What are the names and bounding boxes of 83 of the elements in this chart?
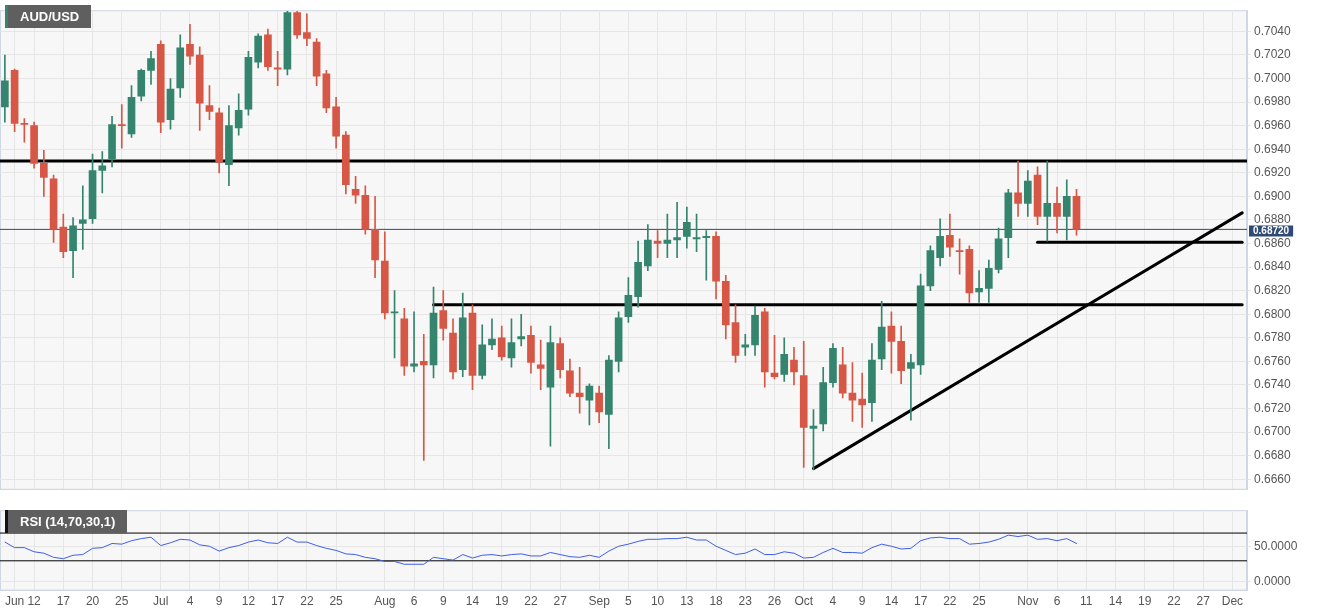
candlestick bbox=[741, 333, 750, 356]
y-tick-label: 0.6940 bbox=[1254, 141, 1292, 156]
y-tick-label: 0.6740 bbox=[1254, 377, 1292, 392]
candlestick bbox=[410, 311, 418, 373]
candlestick bbox=[117, 104, 126, 149]
x-tick-label: 23 bbox=[738, 594, 753, 609]
y-tick-label: 0.6900 bbox=[1254, 188, 1292, 203]
candlestick bbox=[1014, 160, 1022, 217]
candlestick bbox=[488, 318, 496, 350]
x-tick-label: Dec bbox=[1221, 594, 1244, 609]
y-tick-label: 0.0000 bbox=[1254, 573, 1292, 588]
x-tick-label: Aug bbox=[374, 594, 396, 609]
x-tick-label: 5 bbox=[625, 594, 633, 609]
x-tick-label: 17 bbox=[56, 594, 71, 609]
x-tick-label: 22 bbox=[524, 594, 538, 609]
x-tick-label: 6 bbox=[410, 594, 418, 609]
y-tick-label: 0.6660 bbox=[1254, 471, 1292, 486]
y-tick-label: 0.6840 bbox=[1254, 259, 1292, 274]
y-tick-label: 0.6820 bbox=[1254, 282, 1292, 297]
x-tick-label: Jul bbox=[153, 594, 169, 609]
y-tick-label: 0.6680 bbox=[1254, 447, 1292, 462]
x-tick-label: 9 bbox=[215, 594, 223, 609]
candlestick bbox=[78, 185, 87, 250]
candlestick bbox=[536, 339, 545, 390]
x-tick-label: Jun bbox=[4, 594, 25, 609]
y-tick-label: 0.6720 bbox=[1254, 400, 1292, 415]
x-tick-label: 25 bbox=[329, 594, 344, 609]
candlestick bbox=[1043, 160, 1052, 242]
x-tick-label: 19 bbox=[1138, 594, 1152, 609]
y-tick-label: 0.6800 bbox=[1254, 306, 1292, 321]
x-tick-label: 14 bbox=[465, 594, 480, 609]
x-tick-label: Oct bbox=[794, 594, 814, 609]
x-tick-label: 13 bbox=[680, 594, 694, 609]
x-tick-label: 12 bbox=[27, 594, 42, 609]
candlestick bbox=[702, 230, 711, 281]
y-tick-label: 0.6960 bbox=[1254, 117, 1292, 132]
x-tick-label: 19 bbox=[495, 594, 509, 609]
x-tick-label: 10 bbox=[650, 594, 665, 609]
chart-title: RSI (14,70,30,1) bbox=[5, 510, 128, 533]
y-tick-label: 0.7020 bbox=[1254, 47, 1292, 62]
candlestick bbox=[419, 333, 428, 461]
x-tick-label: 26 bbox=[767, 594, 782, 609]
y-tick-label: 0.6880 bbox=[1254, 212, 1292, 227]
x-tick-label: 22 bbox=[943, 594, 957, 609]
candlestick bbox=[98, 151, 107, 194]
x-tick-label: 14 bbox=[884, 594, 899, 609]
y-tick-label: 0.6700 bbox=[1254, 424, 1292, 439]
x-tick-label: Sep bbox=[588, 594, 611, 609]
x-tick-label: 14 bbox=[1108, 594, 1123, 609]
x-tick-label: 22 bbox=[300, 594, 314, 609]
x-tick-label: 17 bbox=[913, 594, 928, 609]
chart-title: AUD/USD bbox=[5, 5, 92, 28]
x-tick-label: 6 bbox=[1053, 594, 1061, 609]
y-tick-label: 0.6920 bbox=[1254, 165, 1292, 180]
x-tick-label: 27 bbox=[1196, 594, 1211, 609]
x-tick-label: 11 bbox=[1080, 594, 1093, 609]
y-tick-label: 0.6980 bbox=[1254, 94, 1292, 109]
x-tick-label: 20 bbox=[85, 594, 100, 609]
x-tick-label: 27 bbox=[553, 594, 568, 609]
candlestick bbox=[858, 372, 867, 428]
y-tick-label: 0.6860 bbox=[1254, 235, 1292, 250]
x-tick-label: 17 bbox=[270, 594, 285, 609]
x-tick-label: 12 bbox=[241, 594, 256, 609]
y-tick-label: 50.0000 bbox=[1254, 539, 1298, 554]
x-tick-label: 25 bbox=[972, 594, 987, 609]
x-tick-label: 22 bbox=[1167, 594, 1181, 609]
y-tick-label: 0.7000 bbox=[1254, 70, 1292, 85]
candlestick bbox=[517, 313, 526, 347]
x-tick-label: 9 bbox=[439, 594, 447, 609]
candlestick bbox=[907, 353, 915, 421]
y-tick-label: 0.6760 bbox=[1254, 353, 1292, 368]
candlestick bbox=[975, 270, 983, 303]
x-tick-label: 4 bbox=[186, 594, 194, 609]
x-tick-label: 4 bbox=[829, 594, 837, 609]
x-tick-label: 18 bbox=[709, 594, 724, 609]
y-tick-label: 0.7040 bbox=[1254, 23, 1292, 38]
candlestick bbox=[303, 13, 311, 46]
y-tick-label: 0.6780 bbox=[1254, 330, 1292, 345]
ref-line-label: 0.68720 bbox=[1253, 224, 1290, 236]
x-tick-label: 9 bbox=[858, 594, 866, 609]
candlestick bbox=[673, 201, 681, 258]
x-tick-label: 25 bbox=[115, 594, 129, 609]
x-tick-label: Nov bbox=[1017, 594, 1039, 609]
